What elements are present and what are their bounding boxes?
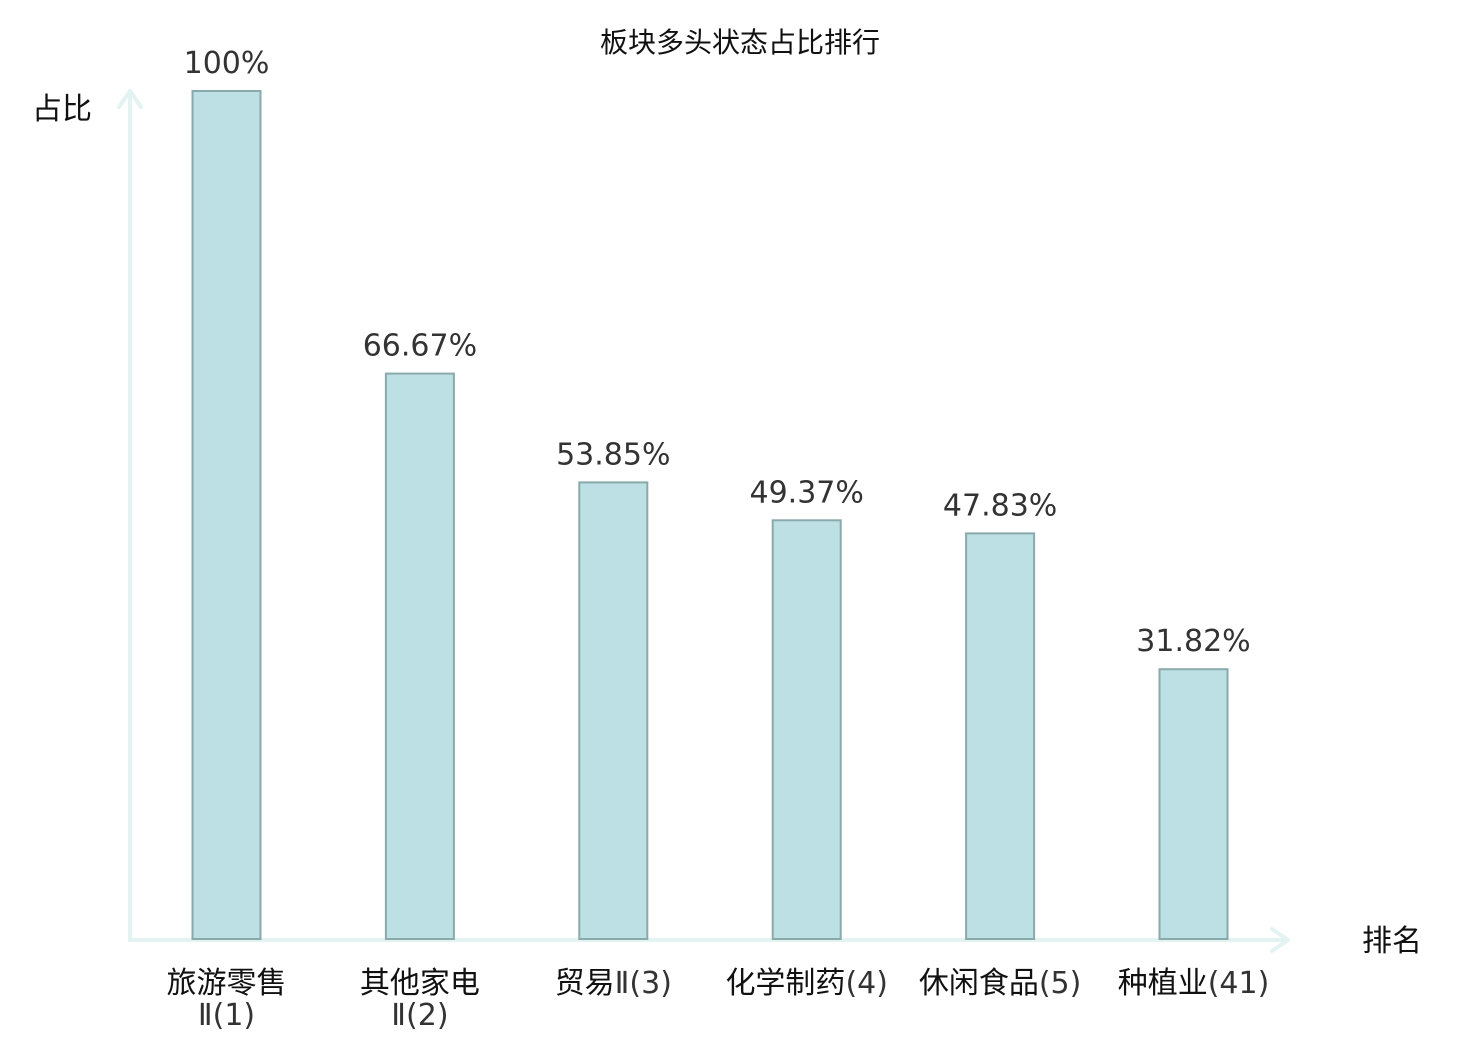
category-rank-label: Ⅱ(2) — [391, 998, 448, 1033]
bar — [191, 90, 262, 940]
bar-value-label: 53.85% — [556, 437, 670, 472]
category-name: 休闲食品 — [919, 966, 1039, 1001]
category-name: 贸易 — [555, 966, 615, 1001]
bar — [965, 532, 1036, 941]
category-rank: (5) — [1039, 966, 1082, 1001]
category-rank: (41) — [1208, 966, 1270, 1001]
x-axis-arrowhead — [1270, 927, 1290, 953]
bar-value-label: 31.82% — [1136, 624, 1250, 659]
category-label: 贸易Ⅱ(3) — [555, 966, 672, 1001]
category-label: 化学制药(4) — [725, 966, 888, 1001]
bar-value-label: 47.83% — [943, 488, 1057, 523]
category-name: 种植业 — [1118, 966, 1208, 1001]
category-label: 种植业(41) — [1118, 966, 1270, 1001]
bar — [578, 481, 649, 940]
bar — [771, 519, 842, 940]
y-axis-arrowhead — [117, 89, 143, 109]
bar-value-label: 49.37% — [750, 475, 864, 510]
category-rank-label: Ⅱ(1) — [198, 998, 255, 1033]
category-rank: (4) — [845, 966, 888, 1001]
x-axis-label: 排名 — [1362, 924, 1422, 959]
bar — [1158, 668, 1229, 940]
category-rank: Ⅱ(3) — [615, 966, 672, 1001]
x-axis — [128, 927, 1290, 953]
chart-title: 板块多头状态占比排行 — [600, 26, 880, 59]
bar — [384, 372, 455, 941]
bar-value-label: 100% — [184, 46, 270, 81]
category-label: 休闲食品(5) — [919, 966, 1082, 1001]
value-labels-group: 100% 66.67% 53.85% 49.37% 47.83% 31.82% — [184, 46, 1251, 659]
y-axis-label: 占比 — [32, 92, 92, 127]
category-label: 其他家电 — [360, 966, 480, 1001]
y-axis — [117, 89, 143, 942]
category-label: 旅游零售 — [167, 966, 287, 1001]
bars-group — [191, 90, 1229, 941]
bar-value-label: 66.67% — [363, 329, 477, 364]
category-name: 化学制药 — [725, 966, 845, 1001]
